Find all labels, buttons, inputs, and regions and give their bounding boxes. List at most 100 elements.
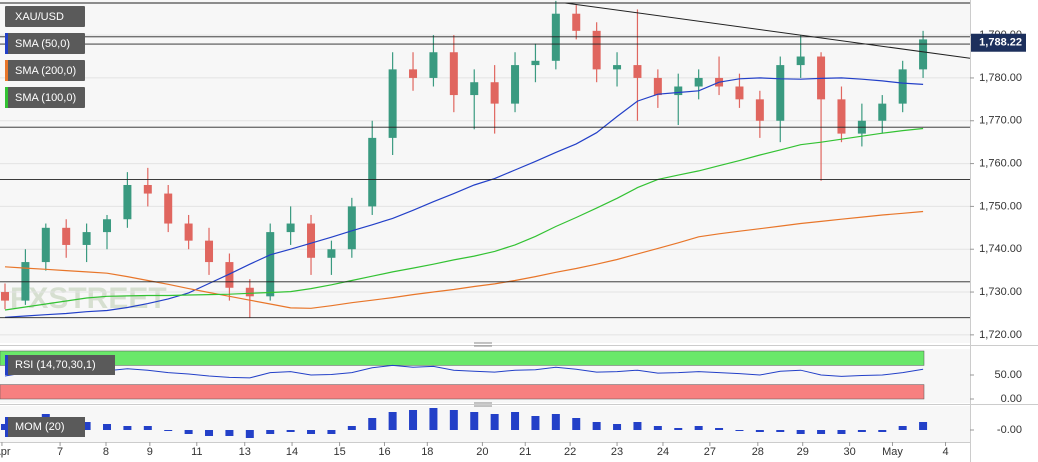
legend-box (5, 60, 85, 81)
candle-body (225, 262, 234, 288)
mom-bar (653, 426, 662, 430)
candle-body (572, 13, 581, 31)
x-tick-label: 13 (239, 446, 251, 458)
x-tick-label: 9 (147, 446, 153, 458)
candle-body (245, 287, 254, 297)
candle-body (429, 52, 438, 78)
candle-body (919, 39, 928, 70)
x-tick-label: 4 (942, 446, 948, 458)
candle-body (694, 77, 703, 87)
legend-label: SMA (200,0) (15, 65, 76, 77)
mom-bar (205, 430, 214, 436)
candle-body (143, 184, 152, 194)
mom-bar (898, 426, 907, 430)
last-price-label: 1,788.22 (979, 37, 1022, 49)
last-price-box (971, 33, 1026, 52)
legend-box (5, 355, 115, 375)
mom-bar (592, 422, 601, 430)
candle-body (327, 249, 336, 258)
candle-body (898, 69, 907, 104)
mom-bar (674, 428, 683, 430)
candle-body (266, 232, 275, 297)
mom-bar (735, 430, 744, 431)
candle-body (347, 206, 356, 250)
mom-bar (613, 424, 622, 430)
mom-bar (694, 426, 703, 430)
legend-box (5, 417, 85, 437)
mom-bar (837, 430, 846, 434)
candle-body (205, 240, 214, 263)
rsi-line (4, 364, 924, 379)
mom-bar (327, 430, 336, 434)
legend-swatch (5, 417, 8, 437)
mom-bar (164, 430, 173, 431)
legend-label: SMA (100,0) (15, 92, 76, 104)
mom-bar (470, 412, 479, 430)
x-tick-label: 30 (844, 446, 856, 458)
candle-body (307, 223, 316, 258)
rsi-band (0, 350, 925, 366)
y-tick-label: 1,760.00 (979, 157, 1022, 169)
y-tick-label: 1,750.00 (979, 200, 1022, 212)
x-tick-label: 16 (378, 446, 390, 458)
x-tick-label: 18 (421, 446, 433, 458)
x-tick-label: 8 (103, 446, 109, 458)
x-tick-label: May (882, 446, 903, 458)
legend-box (5, 6, 85, 27)
candle-body (776, 65, 785, 121)
mom-bar (755, 430, 764, 432)
y-tick-label: 1,740.00 (979, 243, 1022, 255)
mom-bar (245, 430, 254, 438)
mom-bar (572, 418, 581, 430)
candle-body (184, 223, 193, 241)
legend-swatch (5, 87, 8, 108)
mom-bar (551, 414, 560, 430)
candle-body (388, 69, 397, 138)
candle-body (123, 184, 132, 220)
rsi-band (0, 384, 925, 400)
legend-box (5, 33, 85, 54)
x-tick-label: 14 (286, 446, 298, 458)
legend-label: XAU/USD (15, 11, 64, 23)
candle-body (755, 99, 764, 121)
mom-bar (266, 430, 275, 434)
legend-label: MOM (20) (15, 421, 65, 433)
main-panel (0, 0, 970, 343)
resize-grip[interactable] (474, 402, 492, 407)
y-tick-label: 50.00 (994, 369, 1022, 381)
candle-body (674, 86, 683, 96)
mom-panel (0, 406, 970, 442)
x-tick-label: 29 (797, 446, 809, 458)
candle-body (511, 65, 520, 104)
candle-body (103, 219, 112, 233)
legend-label: RSI (14,70,30,1) (15, 359, 96, 371)
candle-body (41, 227, 50, 263)
mom-bar (776, 430, 785, 432)
sma-line (4, 127, 924, 311)
x-tick-label: 7 (57, 446, 63, 458)
mom-bar (715, 428, 724, 430)
x-tick-label: 15 (333, 446, 345, 458)
candle-body (531, 60, 540, 66)
resize-grip[interactable] (474, 342, 492, 347)
mom-bar (368, 418, 377, 430)
mom-bar (817, 430, 826, 434)
mom-bar (123, 426, 132, 430)
x-tick-label: 24 (657, 446, 669, 458)
mom-bar (796, 430, 805, 434)
candle-body (0, 292, 9, 301)
mom-bar (490, 414, 499, 430)
y-tick-label: 1,780.00 (979, 72, 1022, 84)
mom-bar (82, 422, 91, 430)
candle-body (164, 193, 173, 224)
candle-body (613, 65, 622, 70)
x-tick-label: 22 (564, 446, 576, 458)
candle-body (449, 52, 458, 96)
legend-swatch (5, 355, 8, 375)
x-tick-label: 11 (191, 446, 202, 458)
x-tick-label: 27 (704, 446, 716, 458)
x-tick-label: 23 (611, 446, 623, 458)
mom-bar (429, 408, 438, 430)
